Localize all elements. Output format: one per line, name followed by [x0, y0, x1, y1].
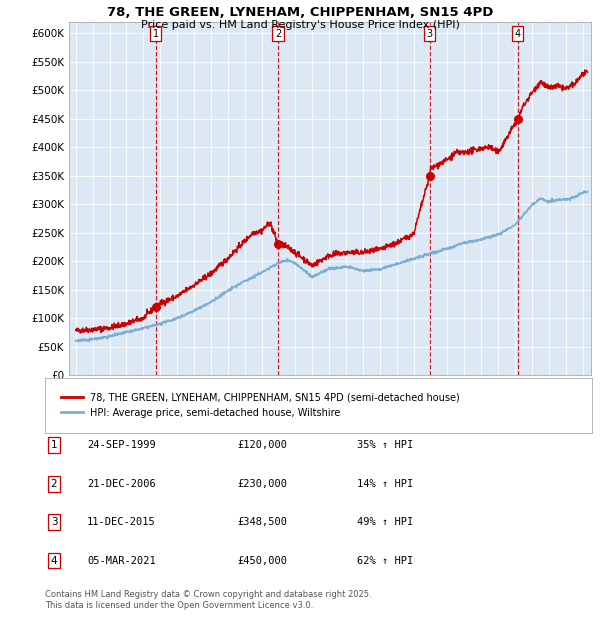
Text: 05-MAR-2021: 05-MAR-2021: [87, 556, 156, 565]
Text: 49% ↑ HPI: 49% ↑ HPI: [357, 517, 413, 527]
Text: £120,000: £120,000: [237, 440, 287, 450]
Text: Price paid vs. HM Land Registry's House Price Index (HPI): Price paid vs. HM Land Registry's House …: [140, 20, 460, 30]
Text: 24-SEP-1999: 24-SEP-1999: [87, 440, 156, 450]
Text: 1: 1: [50, 440, 58, 450]
Text: Contains HM Land Registry data © Crown copyright and database right 2025.
This d: Contains HM Land Registry data © Crown c…: [45, 590, 371, 609]
Text: £230,000: £230,000: [237, 479, 287, 489]
Text: 21-DEC-2006: 21-DEC-2006: [87, 479, 156, 489]
Text: 62% ↑ HPI: 62% ↑ HPI: [357, 556, 413, 565]
Text: 1: 1: [152, 29, 159, 38]
Text: 14% ↑ HPI: 14% ↑ HPI: [357, 479, 413, 489]
Text: 3: 3: [427, 29, 433, 38]
Text: £450,000: £450,000: [237, 556, 287, 565]
Text: 11-DEC-2015: 11-DEC-2015: [87, 517, 156, 527]
Text: 2: 2: [50, 479, 58, 489]
Text: 2: 2: [275, 29, 281, 38]
Text: 35% ↑ HPI: 35% ↑ HPI: [357, 440, 413, 450]
Text: 78, THE GREEN, LYNEHAM, CHIPPENHAM, SN15 4PD: 78, THE GREEN, LYNEHAM, CHIPPENHAM, SN15…: [107, 6, 493, 19]
Legend: 78, THE GREEN, LYNEHAM, CHIPPENHAM, SN15 4PD (semi-detached house), HPI: Average: 78, THE GREEN, LYNEHAM, CHIPPENHAM, SN15…: [55, 387, 466, 424]
Text: £348,500: £348,500: [237, 517, 287, 527]
Text: 3: 3: [50, 517, 58, 527]
Text: 4: 4: [50, 556, 58, 565]
Text: 4: 4: [515, 29, 521, 38]
